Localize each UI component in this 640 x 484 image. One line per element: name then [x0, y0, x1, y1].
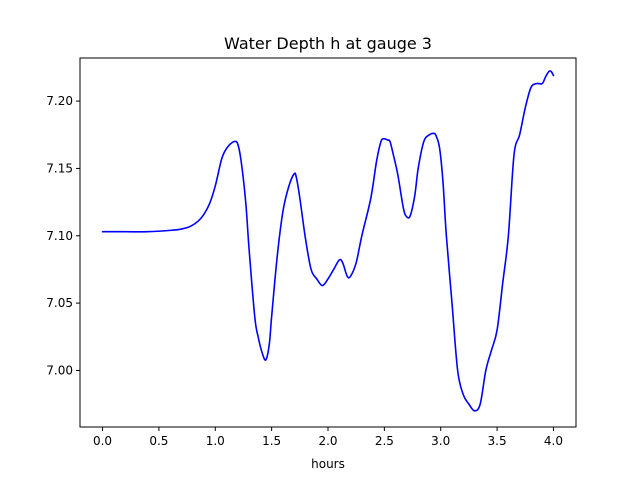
x-axis: 0.0 0.5 1.0 1.5 2.0 2.5 3.0 3.5 4.0 — [93, 427, 563, 448]
x-tick-label: 3.0 — [431, 434, 450, 448]
chart-title: Water Depth h at gauge 3 — [224, 34, 432, 53]
x-tick-label: 1.5 — [262, 434, 281, 448]
x-tick-label: 0.0 — [93, 434, 112, 448]
series-line — [101, 70, 555, 412]
y-tick-label: 7.00 — [46, 363, 73, 377]
y-axis: 7.00 7.05 7.10 7.15 7.20 — [46, 94, 80, 377]
x-axis-label: hours — [311, 457, 345, 471]
x-tick-label: 0.5 — [149, 434, 168, 448]
y-tick-label: 7.15 — [46, 161, 73, 175]
x-tick-label: 2.0 — [318, 434, 337, 448]
x-tick-label: 3.5 — [488, 434, 507, 448]
x-tick-label: 4.0 — [544, 434, 563, 448]
plot-frame — [79, 57, 577, 428]
plot-area — [101, 70, 555, 412]
x-tick-label: 2.5 — [375, 434, 394, 448]
y-tick-label: 7.10 — [46, 229, 73, 243]
x-tick-label: 1.0 — [206, 434, 225, 448]
y-tick-label: 7.05 — [46, 296, 73, 310]
y-tick-label: 7.20 — [46, 94, 73, 108]
